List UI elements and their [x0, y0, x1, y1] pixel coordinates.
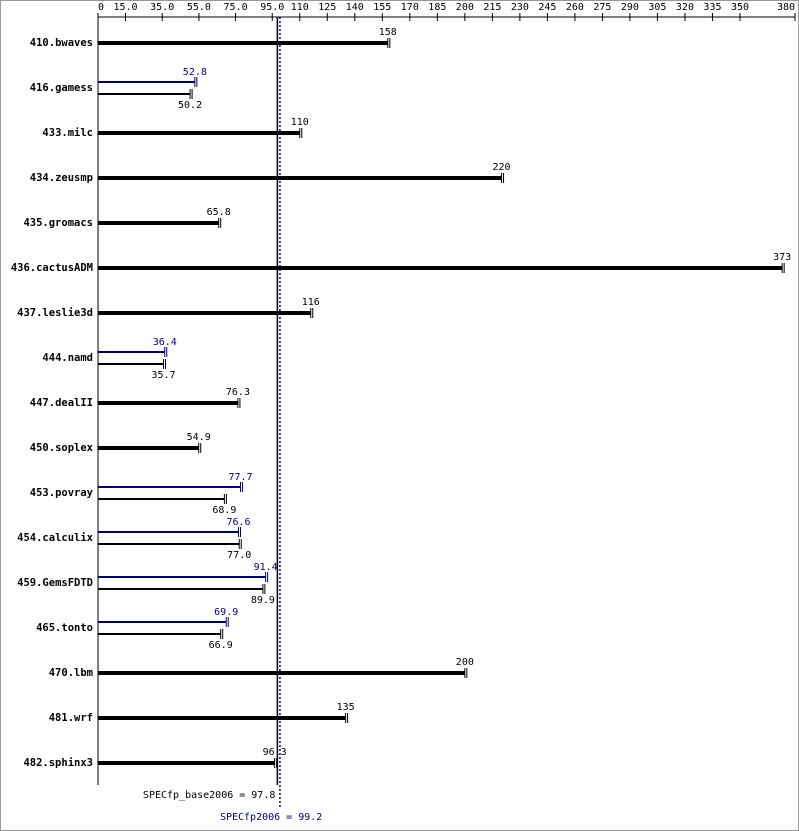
x-tick-label: 35.0: [150, 2, 174, 13]
x-tick-label: 15.0: [113, 2, 137, 13]
x-tick-label: 0: [98, 2, 104, 13]
category-label: 470.lbm: [49, 667, 93, 679]
category-label: 450.soplex: [30, 442, 94, 454]
x-tick-label: 185: [428, 2, 446, 13]
category-label: 454.calculix: [17, 532, 94, 544]
x-tick-label: 170: [401, 2, 419, 13]
value-label: 135: [337, 702, 355, 713]
x-tick-label: 215: [483, 2, 501, 13]
category-label: 437.leslie3d: [17, 307, 93, 319]
reference-label: SPECfp2006 = 99.2: [220, 812, 322, 823]
value-label: 52.8: [183, 67, 207, 78]
reference-label: SPECfp_base2006 = 97.8: [143, 790, 275, 801]
x-tick-label: 350: [731, 2, 749, 13]
x-tick-label: 305: [648, 2, 666, 13]
value-label: 76.6: [226, 517, 250, 528]
category-label: 435.gromacs: [23, 217, 93, 229]
category-label: 416.gamess: [30, 82, 93, 94]
category-label: 410.bwaves: [30, 37, 93, 49]
category-label: 444.namd: [42, 352, 93, 364]
value-label: 158: [379, 27, 397, 38]
value-label: 35.7: [151, 370, 175, 381]
x-tick-label: 95.0: [260, 2, 284, 13]
value-label: 50.2: [178, 100, 202, 111]
value-label: 68.9: [212, 505, 236, 516]
category-label: 433.milc: [42, 127, 93, 139]
value-label: 36.4: [153, 337, 177, 348]
value-label: 69.9: [214, 607, 238, 618]
x-tick-label: 335: [703, 2, 721, 13]
x-tick-label: 260: [566, 2, 584, 13]
value-label: 66.9: [209, 640, 233, 651]
value-label: 77.7: [228, 472, 252, 483]
value-label: 116: [302, 297, 320, 308]
x-tick-label: 155: [373, 2, 391, 13]
x-tick-label: 55.0: [187, 2, 211, 13]
value-label: 110: [291, 117, 309, 128]
value-label: 220: [492, 162, 510, 173]
value-label: 54.9: [187, 432, 211, 443]
x-tick-label: 140: [346, 2, 364, 13]
x-tick-label: 110: [291, 2, 309, 13]
x-tick-label: 380: [777, 2, 795, 13]
x-tick-label: 245: [538, 2, 556, 13]
category-label: 436.cactusADM: [11, 262, 93, 274]
value-label: 373: [773, 252, 791, 263]
category-label: 481.wrf: [49, 712, 93, 724]
category-label: 482.sphinx3: [23, 757, 93, 769]
value-label: 89.9: [251, 595, 275, 606]
x-tick-label: 320: [676, 2, 694, 13]
category-label: 459.GemsFDTD: [17, 577, 93, 589]
value-label: 96.3: [263, 747, 287, 758]
value-label: 65.8: [207, 207, 231, 218]
x-tick-label: 230: [511, 2, 529, 13]
category-label: 465.tonto: [36, 622, 93, 634]
category-label: 447.dealII: [30, 397, 93, 409]
x-tick-label: 290: [621, 2, 639, 13]
value-label: 91.4: [254, 562, 278, 573]
x-tick-label: 275: [593, 2, 611, 13]
x-tick-label: 75.0: [224, 2, 248, 13]
category-label: 453.povray: [30, 487, 94, 499]
x-tick-label: 125: [318, 2, 336, 13]
category-label: 434.zeusmp: [30, 172, 93, 184]
value-label: 77.0: [227, 550, 251, 561]
x-tick-label: 200: [456, 2, 474, 13]
value-label: 76.3: [226, 387, 250, 398]
value-label: 200: [456, 657, 474, 668]
